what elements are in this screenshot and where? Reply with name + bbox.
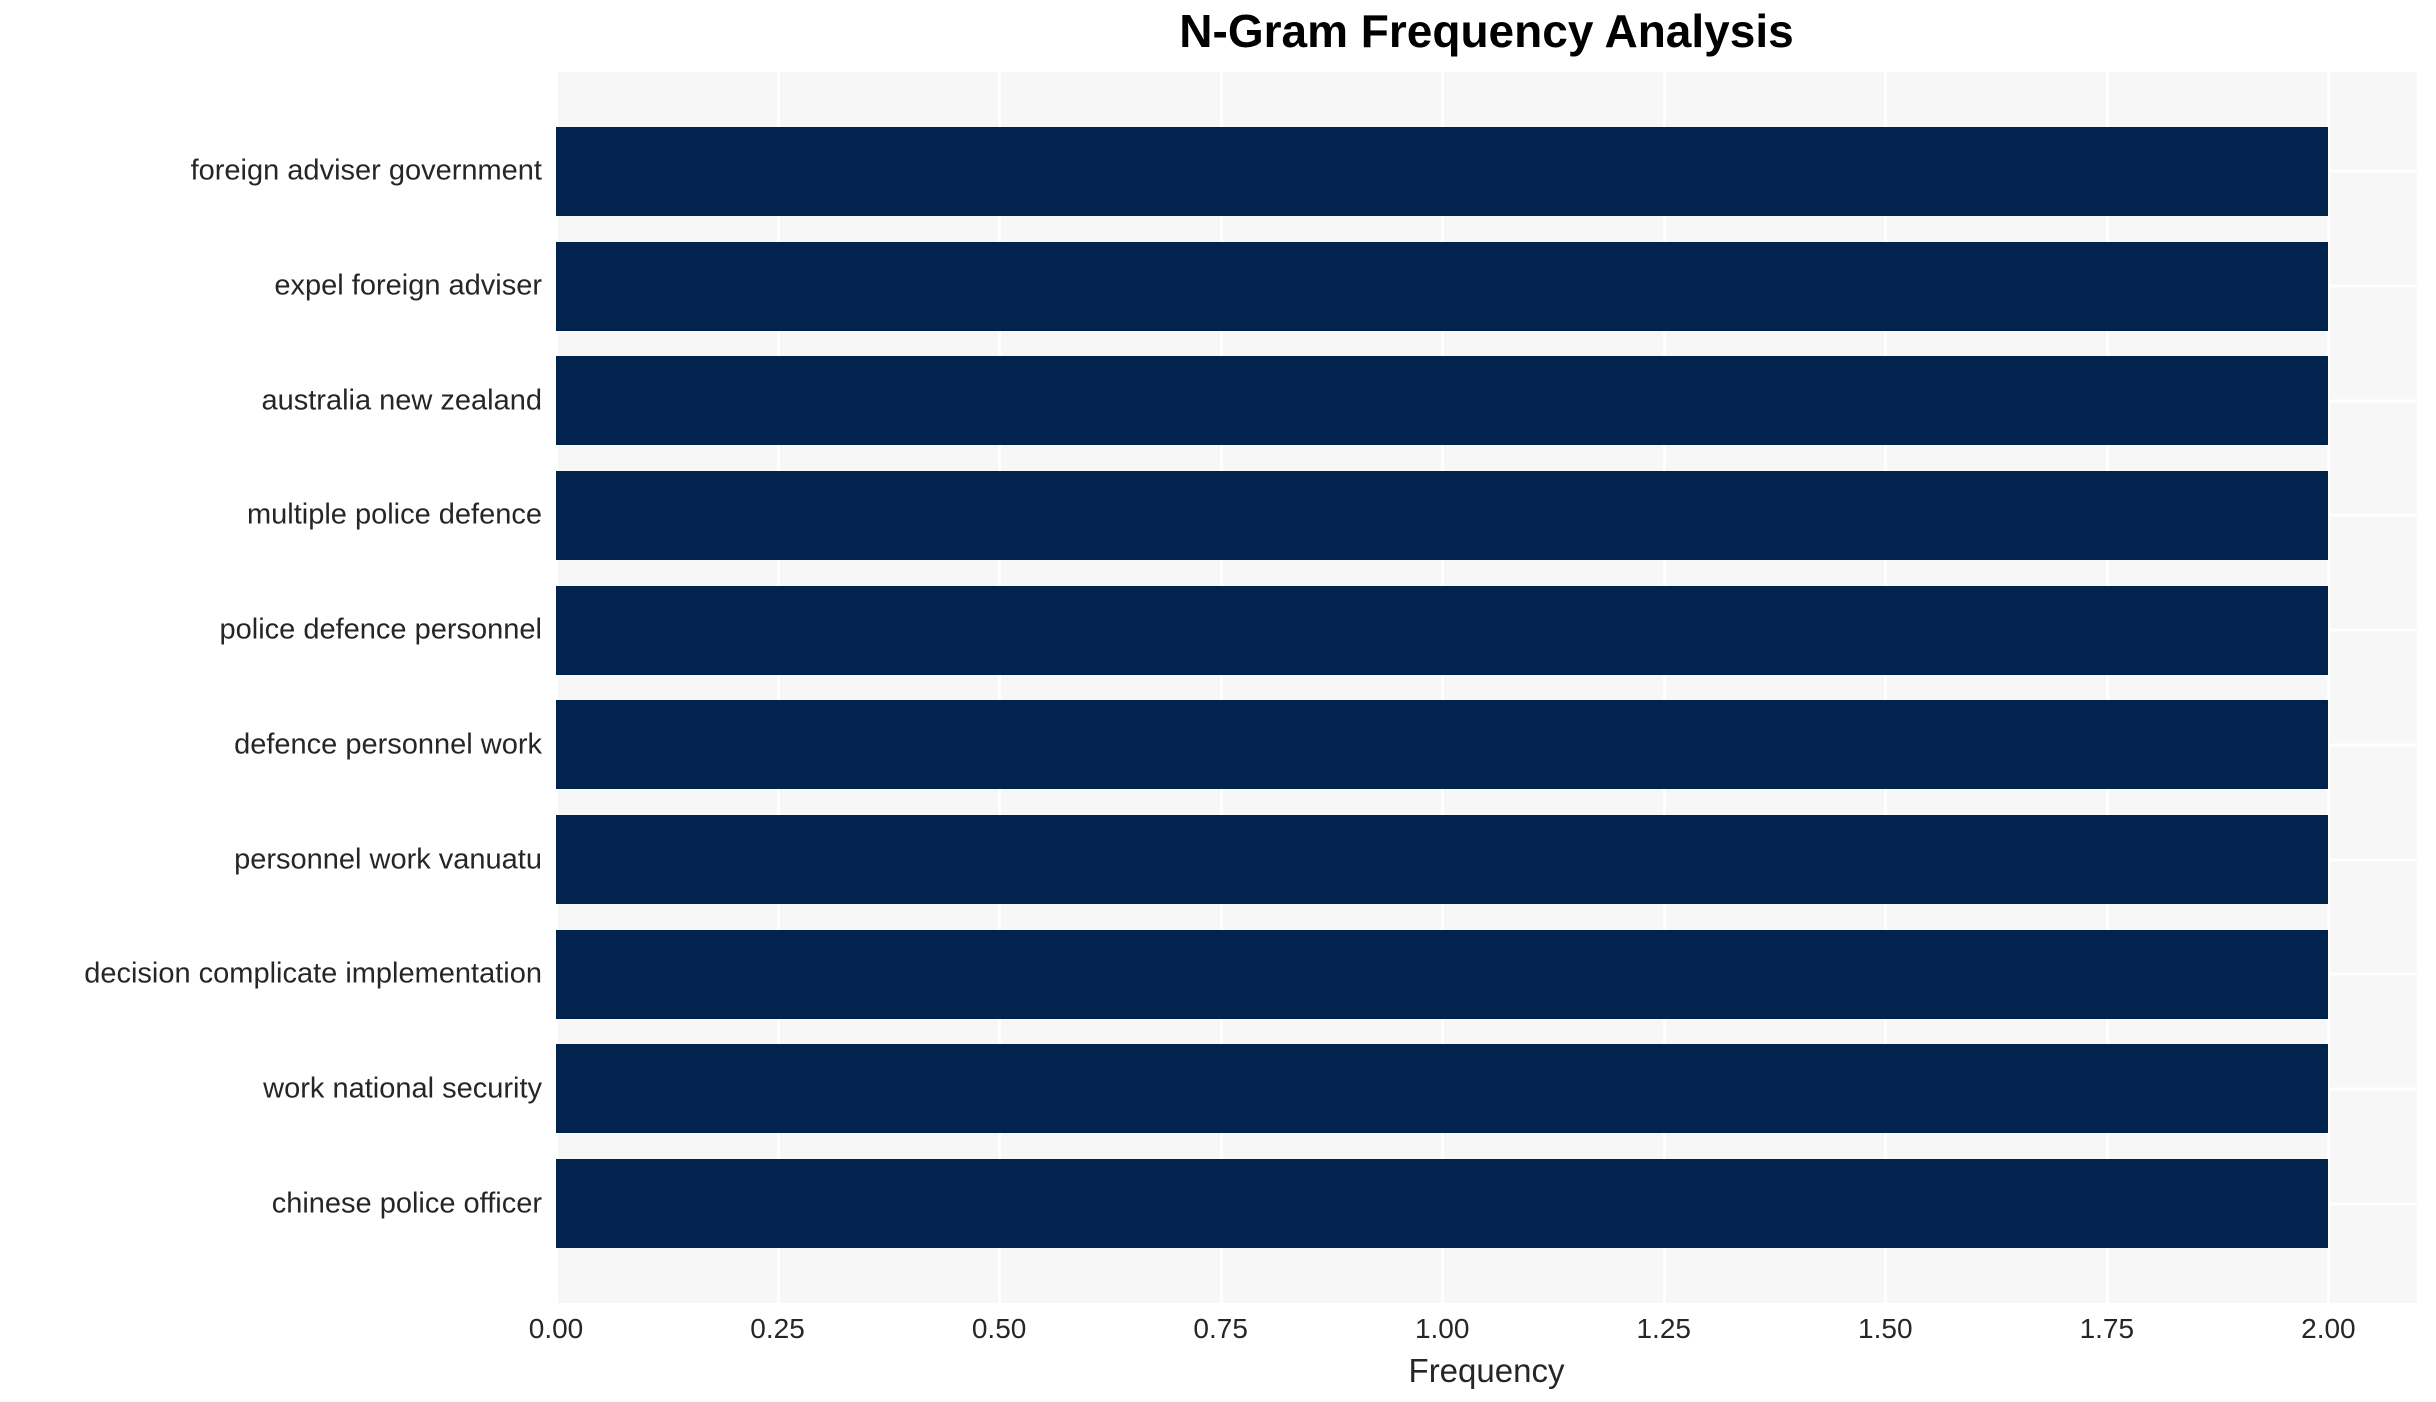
y-tick-label: decision complicate implementation [84, 957, 542, 990]
bar [556, 241, 2329, 331]
bar-row: work national security [263, 1032, 2417, 1147]
x-tick-label: 0.25 [750, 1313, 805, 1344]
bar-row: police defence personnel [220, 573, 2417, 688]
y-tick-label: chinese police officer [271, 1187, 542, 1220]
bar-row: decision complicate implementation [84, 917, 2417, 1032]
bar-row: defence personnel work [234, 688, 2417, 803]
y-tick-label: work national security [263, 1072, 542, 1105]
vertical-gridline [1441, 72, 1445, 1303]
x-tick-label: 1.25 [1636, 1313, 1691, 1344]
chart-title: N-Gram Frequency Analysis [1179, 5, 1794, 57]
bar [556, 356, 2329, 446]
bar-row: multiple police defence [247, 458, 2417, 573]
bar-rows: foreign adviser government expel foreign … [84, 72, 2417, 1303]
x-tick-label: 0.00 [528, 1313, 584, 1344]
bar [556, 700, 2329, 790]
vertical-gridline [555, 72, 558, 1303]
bar [556, 470, 2329, 560]
vertical-gridline [1219, 72, 1223, 1303]
x-axis-ticks: 0.00 0.25 0.50 0.75 1.00 1.25 1.50 1.75 2.00 [529, 1313, 2417, 1353]
vertical-gridline [1662, 72, 1666, 1303]
vertical-gridline [776, 72, 780, 1303]
bar [556, 585, 2329, 675]
x-tick-label: 1.75 [2079, 1313, 2135, 1344]
bar-row: personnel work vanuatu [234, 802, 2417, 917]
bar [556, 815, 2329, 905]
y-tick-label: defence personnel work [234, 728, 542, 761]
vertical-gridline [1884, 72, 1888, 1303]
bar [556, 126, 2329, 216]
bar [556, 1159, 2329, 1249]
x-axis-label: Frequency [1408, 1352, 1565, 1389]
vertical-gridline [2327, 72, 2331, 1303]
x-tick-label: 1.50 [1858, 1313, 1913, 1344]
y-tick-label: multiple police defence [246, 498, 542, 531]
bar-row: chinese police officer [272, 1146, 2417, 1261]
bar [556, 929, 2329, 1019]
vertical-gridline [2105, 72, 2109, 1303]
bar [556, 1044, 2329, 1134]
y-tick-label: police defence personnel [219, 613, 542, 646]
vertical-gridline [998, 72, 1002, 1303]
y-tick-label: australia new zealand [261, 384, 542, 417]
x-tick-label: 0.50 [971, 1313, 1027, 1344]
bar-row: foreign adviser government [191, 114, 2417, 229]
y-tick-label: expel foreign adviser [274, 269, 542, 302]
y-tick-label: personnel work vanuatu [234, 843, 542, 876]
bar-row: australia new zealand [261, 343, 2417, 458]
plot-area: foreign adviser government expel foreign … [84, 72, 2417, 1303]
y-tick-label: foreign adviser government [190, 154, 542, 187]
x-tick-label: 0.75 [1193, 1313, 1248, 1344]
x-tick-label: 1.00 [1414, 1313, 1470, 1344]
x-tick-label: 2.00 [2301, 1313, 2356, 1344]
bar-row: expel foreign adviser [274, 229, 2417, 344]
